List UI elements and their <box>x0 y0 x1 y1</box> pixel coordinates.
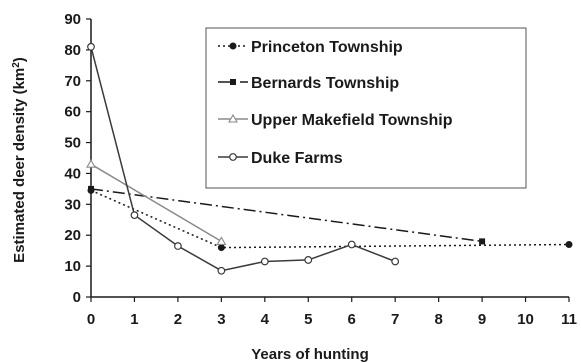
legend-label-duke-farms: Duke Farms <box>251 150 343 167</box>
x-tick-label: 4 <box>261 311 270 328</box>
y-tick-label: 20 <box>64 227 81 244</box>
y-axis-title-superscript: 2 <box>11 62 22 68</box>
data-point-duke-farms <box>130 211 139 220</box>
y-tick-label: 50 <box>64 135 81 152</box>
legend-label-princeton-township: Princeton Township <box>251 39 403 56</box>
legend-marker-duke-farms <box>229 153 237 161</box>
legend-marker-bernards-township <box>230 79 236 85</box>
x-tick-label: 3 <box>217 311 225 328</box>
y-axis-ticks: 0 10 20 30 40 50 60 70 80 90 <box>64 11 91 306</box>
x-axis-ticks: 0 1 2 3 4 5 6 7 8 9 10 11 <box>87 297 577 328</box>
plot-area: 0 10 20 30 40 50 60 70 80 90 0 1 2 3 4 5 6 7 8 9 10 11 <box>64 11 577 328</box>
data-point-duke-farms <box>260 257 269 266</box>
legend-marker-upper-makefield-township <box>228 113 238 123</box>
data-point-duke-farms <box>391 257 400 266</box>
data-point-duke-farms <box>304 256 313 264</box>
y-tick-label: 30 <box>64 196 81 213</box>
x-axis-title: Years of hunting <box>251 346 369 363</box>
x-tick-label: 9 <box>478 311 486 328</box>
x-tick-label: 10 <box>517 311 534 328</box>
data-point-upper-makefield-township <box>86 159 96 168</box>
y-tick-label: 60 <box>64 104 81 121</box>
y-tick-label: 80 <box>64 42 81 59</box>
x-tick-label: 5 <box>304 311 312 328</box>
x-tick-label: 1 <box>130 311 138 328</box>
data-point-bernards-township <box>88 185 94 192</box>
x-tick-label: 6 <box>348 311 356 328</box>
y-tick-label: 90 <box>64 11 81 28</box>
y-tick-label: 70 <box>64 73 81 90</box>
data-point-duke-farms <box>347 240 356 249</box>
series-line-bernards-township <box>90 188 483 243</box>
legend-label-upper-makefield-township: Upper Makefield Township <box>251 112 453 129</box>
legend-box <box>205 27 527 189</box>
data-point-duke-farms <box>87 42 95 51</box>
data-point-princeton-township <box>217 244 225 252</box>
data-point-princeton-township <box>565 240 573 248</box>
y-tick-label: 0 <box>73 289 81 306</box>
data-point-bernards-township <box>479 238 486 245</box>
series-markers <box>86 42 573 275</box>
x-tick-label: 0 <box>87 311 95 328</box>
data-point-duke-farms <box>174 242 182 250</box>
series-lines <box>90 46 570 272</box>
series-line-upper-makefield-township <box>90 163 222 243</box>
x-tick-label: 2 <box>174 311 182 328</box>
y-axis-title-tail: ) <box>11 57 28 62</box>
y-tick-label: 10 <box>64 258 81 275</box>
x-tick-label: 11 <box>561 311 577 328</box>
series-line-duke-farms <box>90 46 396 272</box>
x-tick-label: 7 <box>391 311 399 328</box>
data-point-upper-makefield-township <box>216 236 227 245</box>
legend-label-bernards-township: Bernards Township <box>251 75 399 92</box>
legend: Princeton Township Bernards Township Upper… <box>205 27 527 189</box>
data-point-duke-farms <box>217 266 226 275</box>
y-axis-title: Estimated deer density (km2) <box>11 57 29 263</box>
y-tick-label: 40 <box>64 165 81 182</box>
y-axis-title-main: Estimated deer density (km <box>11 68 28 263</box>
legend-marker-princeton-township <box>229 42 237 50</box>
x-tick-label: 8 <box>434 311 442 328</box>
